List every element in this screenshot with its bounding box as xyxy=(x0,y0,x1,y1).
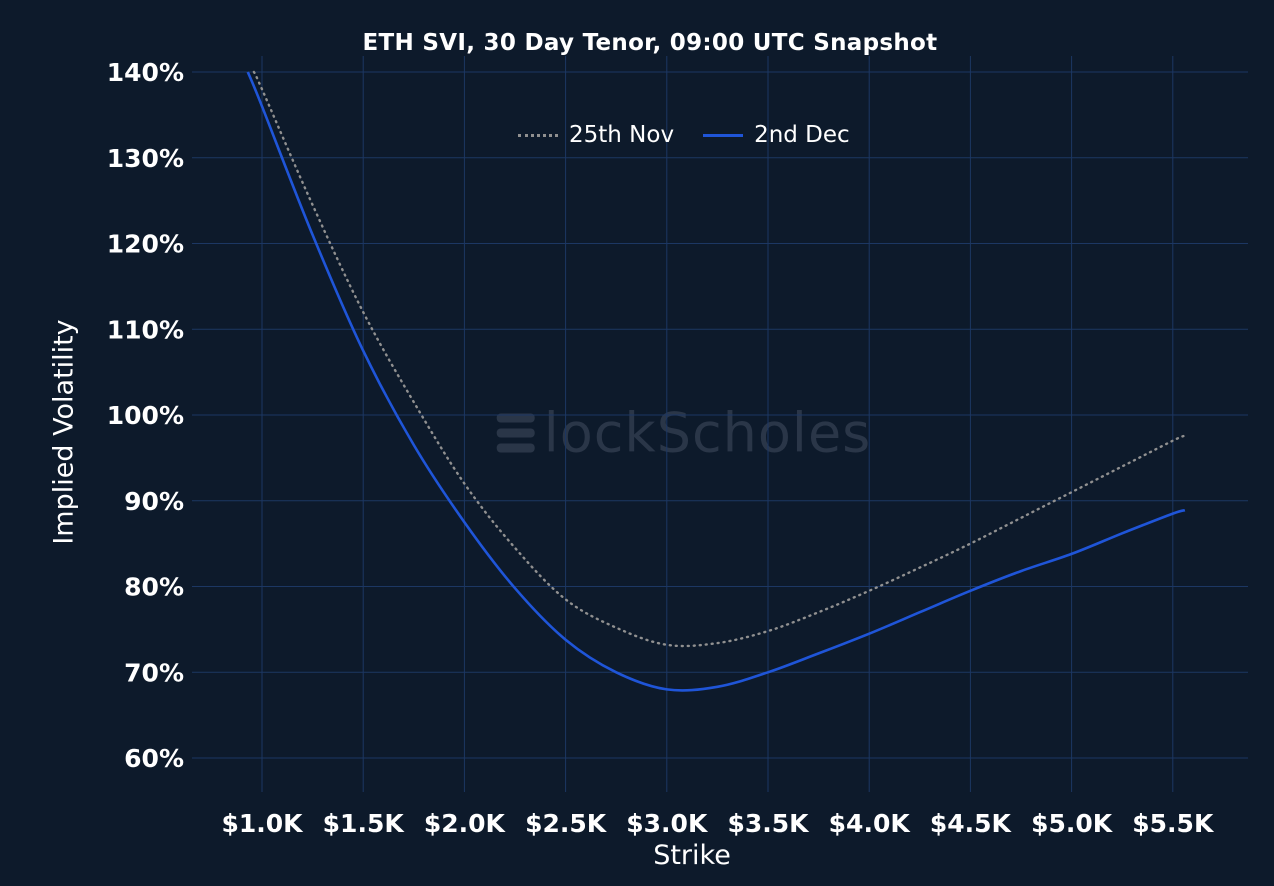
x-tick-label: $5.5K xyxy=(1132,809,1215,838)
legend: 25th Nov 2nd Dec xyxy=(518,122,850,148)
y-tick-label: 130% xyxy=(107,144,184,173)
series-line-2nd-dec xyxy=(246,71,1186,692)
series-line-25th-nov xyxy=(252,70,1187,648)
y-tick-label: 90% xyxy=(124,487,184,516)
legend-line-sample-25th-nov xyxy=(518,133,558,137)
y-tick-label: 140% xyxy=(107,58,184,87)
x-tick-label: $5.0K xyxy=(1031,809,1114,838)
x-tick-label: $4.5K xyxy=(930,809,1013,838)
watermark-text: lockScholes xyxy=(543,401,872,465)
legend-label-2nd-dec: 2nd Dec xyxy=(754,122,850,148)
x-tick-label: $2.0K xyxy=(424,809,507,838)
legend-label-25th-nov: 25th Nov xyxy=(569,122,675,148)
legend-line-sample-2nd-dec xyxy=(703,133,744,137)
x-tick-label: $2.5K xyxy=(525,809,608,838)
y-tick-label: 120% xyxy=(107,230,184,259)
blockscholes-watermark: lockScholes xyxy=(496,401,872,465)
chart-title: ETH SVI, 30 Day Tenor, 09:00 UTC Snapsho… xyxy=(362,30,938,56)
y-tick-label: 100% xyxy=(107,401,184,430)
x-tick-label: $4.0K xyxy=(829,809,912,838)
x-tick-label: $1.5K xyxy=(323,809,406,838)
x-tick-label: $3.5K xyxy=(727,809,810,838)
y-tick-label: 110% xyxy=(107,315,184,344)
x-axis-label: Strike xyxy=(653,840,731,871)
y-axis-label: Implied Volatility xyxy=(48,319,80,545)
y-tick-label: 60% xyxy=(124,744,184,773)
y-tick-label: 80% xyxy=(124,573,184,602)
y-tick-label: 70% xyxy=(124,658,184,687)
x-tick-label: $3.0K xyxy=(626,809,709,838)
blockscholes-logo-icon xyxy=(496,413,535,453)
x-tick-label: $1.0K xyxy=(221,809,304,838)
